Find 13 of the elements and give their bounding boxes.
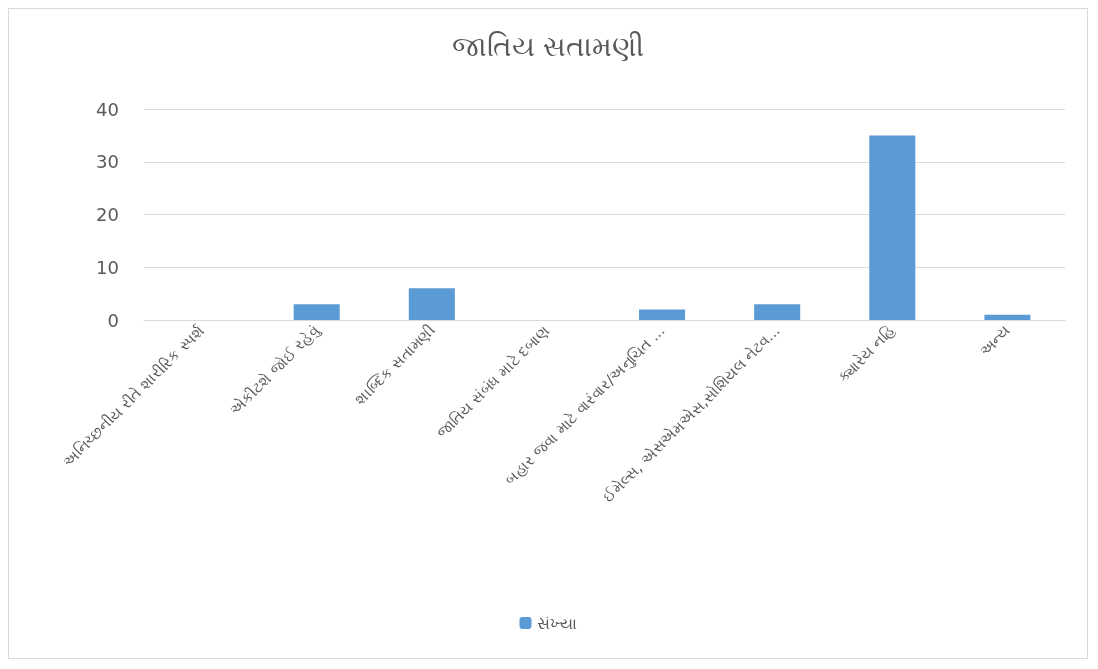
y-tick-label: 30 <box>96 151 119 173</box>
bar <box>293 304 340 320</box>
legend-label: સંખ્યા <box>536 613 577 633</box>
bar <box>408 288 455 320</box>
bar <box>984 314 1031 320</box>
y-tick-label: 0 <box>107 309 119 331</box>
y-tick-label: 40 <box>96 98 119 120</box>
bar <box>754 304 801 320</box>
bar <box>639 309 686 320</box>
bar <box>869 135 916 320</box>
chart-title: જાતિય સતામણી <box>451 29 645 63</box>
y-tick-label: 10 <box>96 256 119 278</box>
y-tick-label: 20 <box>96 204 119 225</box>
